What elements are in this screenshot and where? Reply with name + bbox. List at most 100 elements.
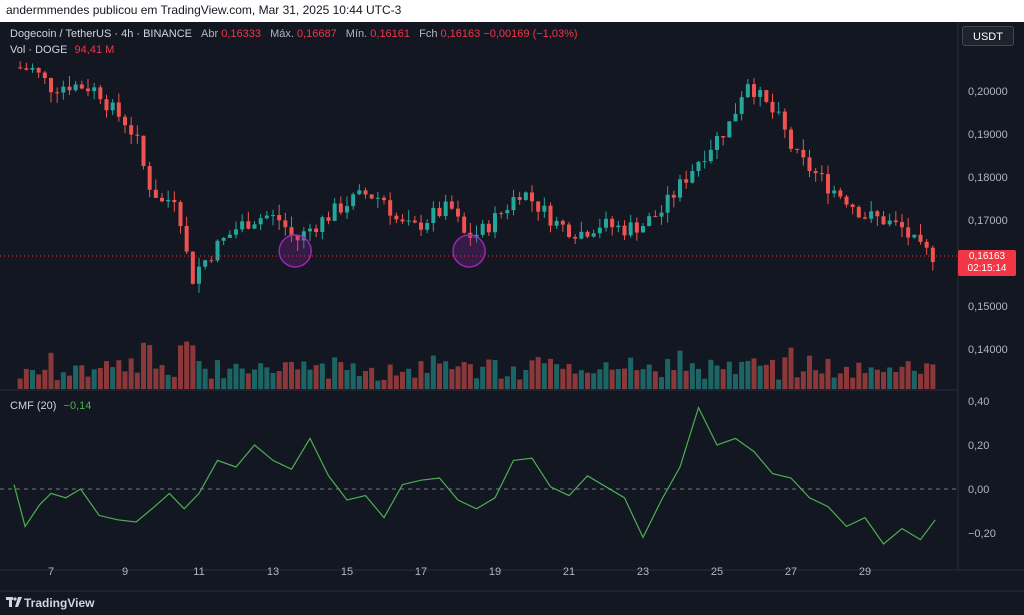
low-label: Mín. [345, 28, 368, 40]
candle-body [190, 251, 195, 284]
candle-body [819, 173, 824, 175]
candle-body [116, 102, 121, 117]
volume-bar [609, 369, 615, 389]
volume-bar [566, 364, 572, 389]
candle-body [55, 92, 60, 94]
volume-bar [239, 368, 245, 389]
candle-body [832, 190, 837, 194]
change-value: −0,00169 (−1,03%) [483, 28, 578, 40]
candle-body [104, 99, 109, 111]
price-axis-label: 0,18000 [968, 172, 1008, 184]
cmf-axis-label: 0,00 [968, 484, 989, 496]
close-label: Fch [419, 28, 438, 40]
candle-body [172, 199, 177, 203]
candle-body [18, 67, 23, 69]
volume-bar [554, 364, 560, 389]
bar-countdown: 02:15:14 [967, 263, 1007, 274]
volume-bar [480, 366, 486, 389]
volume-bar [128, 358, 134, 389]
candle-body [234, 229, 238, 235]
volume-label[interactable]: Vol · DOGE [10, 44, 68, 56]
candle-body [826, 174, 830, 194]
candle-body [308, 228, 312, 232]
volume-bar [276, 371, 282, 389]
candle-body [776, 111, 781, 113]
volume-bar [67, 375, 72, 389]
candle-body [462, 216, 467, 233]
cmf-axis-label: 0,20 [968, 440, 989, 452]
candle-body [881, 216, 886, 225]
candle-body [79, 84, 84, 89]
volume-bar [313, 365, 319, 389]
volume-bar [326, 378, 331, 389]
candle-body [258, 218, 263, 225]
candle-body [289, 227, 294, 236]
volume-bar [911, 370, 917, 389]
candle-body [240, 221, 245, 230]
price-axis-label: 0,19000 [968, 129, 1008, 141]
volume-bar [511, 366, 516, 389]
candle-body [369, 194, 374, 199]
volume-bar [393, 375, 399, 389]
volume-bar [887, 367, 893, 389]
date-axis-label: 23 [637, 566, 649, 578]
volume-bar [443, 361, 449, 389]
volume-bar [159, 365, 165, 389]
candle-body [653, 216, 658, 218]
volume-bar [924, 363, 930, 389]
volume-bar [227, 368, 233, 389]
candle-body [320, 217, 325, 233]
candle-body [345, 206, 349, 213]
volume-bar [763, 364, 769, 389]
candle-body [597, 227, 602, 234]
volume-bar [245, 373, 251, 389]
candle-body [499, 213, 504, 215]
candle-body [863, 217, 867, 219]
cmf-label[interactable]: CMF (20) [10, 400, 57, 412]
date-axis-label: 13 [267, 566, 279, 578]
candle-body [277, 215, 282, 221]
candle-body [36, 67, 41, 73]
volume-value: 94,41 M [74, 44, 115, 56]
candle-body [906, 227, 911, 238]
high-value: 0,16687 [296, 28, 337, 40]
candle-body [166, 199, 171, 202]
currency-button[interactable]: USDT [962, 26, 1014, 46]
candle-body [548, 205, 553, 226]
brand-name[interactable]: TradingView [24, 596, 95, 610]
candle-body [912, 234, 917, 238]
chart-area[interactable]: 0,20000 0,19000 0,18000 0,17000 0,15000 0,140… [0, 22, 1024, 592]
price-axis-label: 0,20000 [968, 86, 1008, 98]
volume-bar [381, 379, 387, 389]
tradingview-logo-icon[interactable] [6, 596, 22, 608]
candle-body [573, 236, 578, 239]
volume-bar [202, 368, 208, 389]
volume-bar [42, 369, 48, 389]
volume-bar [406, 368, 412, 389]
candle-body [505, 210, 510, 214]
volume-bar [813, 370, 819, 389]
volume-bar [17, 378, 23, 389]
volume-bar [264, 367, 270, 389]
last-price-tag: 0,16163 02:15:14 [958, 250, 1016, 276]
candle-body [141, 135, 146, 167]
volume-bar [430, 355, 436, 389]
volume-bar [899, 366, 905, 389]
volume-bar [375, 380, 381, 389]
candle-body [918, 234, 923, 242]
candle-body [332, 203, 337, 221]
highlight-circle [278, 234, 312, 268]
volume-bar [930, 364, 936, 389]
volume-bar [412, 377, 418, 389]
candle-body [770, 101, 775, 113]
volume-bar [60, 372, 66, 389]
symbol-name[interactable]: Dogecoin / TetherUS · 4h · BINANCE [10, 28, 192, 40]
volume-bar [289, 361, 294, 389]
candle-body [554, 220, 559, 226]
volume-bar [874, 369, 880, 389]
candle-body [616, 225, 621, 228]
candle-body [665, 194, 670, 213]
volume-bar [862, 373, 868, 389]
volume-bar [541, 363, 547, 389]
volume-bar [252, 369, 257, 389]
